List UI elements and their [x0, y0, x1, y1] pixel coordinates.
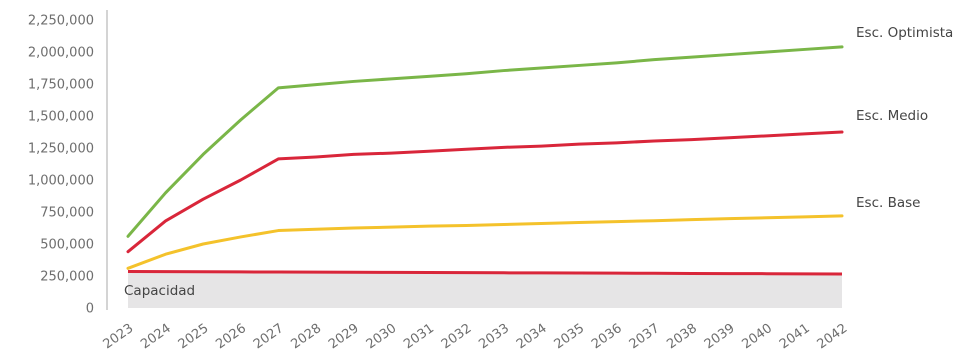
- capacity-area: Capacidad: [124, 270, 843, 308]
- series-line: [126, 45, 844, 238]
- y-tick-label: 1,250,000: [28, 142, 94, 157]
- capacity-label: Capacidad: [124, 283, 195, 299]
- x-tick-label: 2036: [589, 321, 625, 352]
- x-axis-ticks: 2023 2024 2025 2026 2027 2028 2029 2030 2031 2032…: [101, 321, 851, 352]
- y-tick-label: 250,000: [40, 270, 94, 285]
- x-tick-label: 2033: [476, 321, 512, 352]
- series-labels: Esc. Optimista Esc. Medio Esc. Base: [856, 25, 953, 211]
- series-end-label: Esc. Optimista: [856, 25, 953, 41]
- x-tick-label: 2042: [815, 321, 851, 352]
- x-tick-label: 2032: [439, 321, 475, 352]
- x-tick-label: 2027: [251, 321, 287, 352]
- series-lines: [126, 45, 844, 270]
- x-tick-label: 2034: [514, 321, 550, 352]
- series-end-label: Esc. Medio: [856, 108, 928, 124]
- x-tick-label: 2040: [739, 321, 775, 352]
- series-end-label: Esc. Base: [856, 195, 920, 211]
- series-line: [126, 130, 844, 254]
- capacity-line: [127, 270, 843, 276]
- x-tick-label: 2037: [627, 321, 663, 352]
- x-tick-label: 2035: [552, 321, 588, 352]
- y-tick-label: 1,750,000: [28, 78, 94, 93]
- x-tick-label: 2029: [326, 321, 362, 352]
- series-line: [126, 214, 844, 270]
- y-tick-label: 500,000: [40, 238, 94, 253]
- x-tick-label: 2041: [777, 321, 813, 352]
- x-tick-label: 2026: [213, 321, 249, 352]
- x-tick-label: 2038: [664, 321, 700, 352]
- x-tick-label: 2030: [364, 321, 400, 352]
- y-tick-label: 750,000: [40, 206, 94, 221]
- x-tick-label: 2024: [138, 321, 174, 352]
- y-tick-label: 0: [86, 302, 94, 317]
- y-tick-label: 2,250,000: [28, 14, 94, 29]
- x-tick-label: 2023: [101, 321, 137, 352]
- x-tick-label: 2039: [702, 321, 738, 352]
- y-tick-label: 2,000,000: [28, 46, 94, 61]
- x-tick-label: 2028: [288, 321, 324, 352]
- x-tick-label: 2025: [176, 321, 212, 352]
- capacity-fill: [128, 271, 842, 308]
- y-axis-ticks: 0 250,000 500,000 750,000 1,000,000 1,250,000…: [28, 14, 94, 317]
- y-tick-label: 1,000,000: [28, 174, 94, 189]
- y-tick-label: 1,500,000: [28, 110, 94, 125]
- x-tick-label: 2031: [401, 321, 437, 352]
